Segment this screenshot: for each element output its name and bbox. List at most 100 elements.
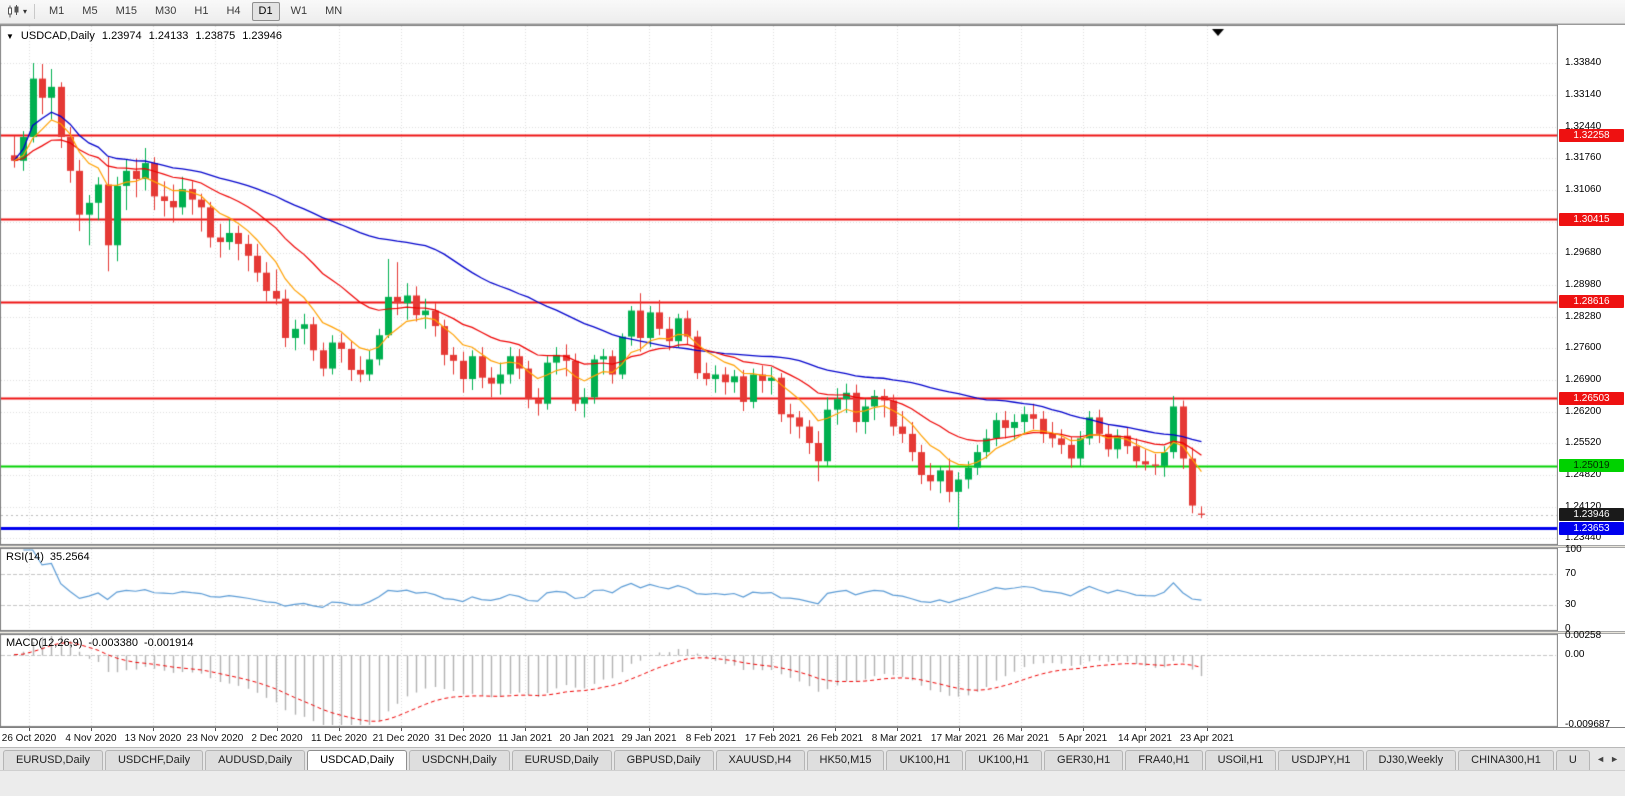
chart-tab-eurusd-daily[interactable]: EURUSD,Daily bbox=[511, 750, 612, 770]
time-tick bbox=[897, 728, 898, 731]
time-tick bbox=[773, 728, 774, 731]
chart-tab-usdjpy-h1[interactable]: USDJPY,H1 bbox=[1278, 750, 1364, 770]
panel-separator[interactable] bbox=[0, 545, 1625, 548]
time-axis-label: 14 Apr 2021 bbox=[1118, 733, 1172, 744]
price-tick-label: 1.25520 bbox=[1565, 436, 1602, 448]
time-tick bbox=[153, 728, 154, 731]
time-tick bbox=[339, 728, 340, 731]
time-tick bbox=[29, 728, 30, 731]
time-axis-label: 26 Feb 2021 bbox=[806, 733, 864, 744]
chart-tab-u[interactable]: U bbox=[1555, 750, 1590, 770]
rsi-level-label: 70 bbox=[1565, 567, 1577, 579]
ohlc-low: 1.23875 bbox=[195, 30, 236, 42]
price-tick-label: 1.24820 bbox=[1565, 468, 1602, 480]
time-tick bbox=[1207, 728, 1208, 731]
timeframe-button-d1[interactable]: D1 bbox=[251, 2, 280, 21]
panel-separator[interactable] bbox=[0, 631, 1625, 634]
chart-window: ▼ USDCAD,Daily 1.23974 1.24133 1.23875 1… bbox=[0, 24, 1625, 748]
chart-tab-audusd-daily[interactable]: AUDUSD,Daily bbox=[205, 750, 306, 770]
candlestick-chart-icon[interactable] bbox=[6, 4, 21, 19]
timeframe-button-m30[interactable]: M30 bbox=[154, 5, 177, 17]
macd-name: MACD(12,26,9) bbox=[6, 637, 83, 649]
time-tick bbox=[649, 728, 650, 731]
price-tick-label: 1.27600 bbox=[1565, 342, 1602, 354]
price-tick-label: 1.33140 bbox=[1565, 89, 1602, 101]
macd-indicator-canvas[interactable] bbox=[0, 634, 1558, 727]
time-tick bbox=[401, 728, 402, 731]
macd-level-label: -0.009687 bbox=[1565, 719, 1611, 730]
rsi-level-label: 0 bbox=[1565, 623, 1571, 634]
status-bar bbox=[0, 770, 1625, 796]
tab-scroll-buttons: ◄ ► bbox=[1596, 754, 1622, 770]
timeframe-button-w1[interactable]: W1 bbox=[290, 5, 308, 17]
timeframe-button-m1[interactable]: M1 bbox=[49, 5, 65, 17]
rsi-value: 35.2564 bbox=[49, 551, 90, 563]
timeframe-button-h4[interactable]: H4 bbox=[226, 5, 241, 17]
price-scale[interactable]: 1.338401.331401.324401.317601.310601.303… bbox=[1558, 25, 1625, 730]
chart-tab-xauusd-h4[interactable]: XAUUSD,H4 bbox=[715, 750, 805, 770]
price-tick-label: 1.28980 bbox=[1565, 279, 1602, 290]
chart-tab-uk100-h1[interactable]: UK100,H1 bbox=[965, 750, 1043, 770]
chart-tab-uk100-h1[interactable]: UK100,H1 bbox=[886, 750, 964, 770]
timeframe-button-mn[interactable]: MN bbox=[325, 5, 343, 17]
toolbar: ▾ M1 M5 M15 M30 H1 H4 D1 W1 MN bbox=[0, 0, 1625, 24]
time-axis-label: 11 Jan 2021 bbox=[497, 733, 553, 744]
time-axis-label: 23 Apr 2021 bbox=[1180, 733, 1234, 744]
dropdown-caret-icon[interactable]: ▾ bbox=[23, 7, 28, 16]
price-tick-label: 1.31060 bbox=[1565, 184, 1602, 196]
chart-tab-eurusd-daily[interactable]: EURUSD,Daily bbox=[3, 750, 103, 770]
resistance-price-tag: 1.28616 bbox=[1559, 295, 1624, 309]
support-price-tag: 1.25019 bbox=[1559, 459, 1624, 473]
time-tick bbox=[91, 728, 92, 731]
chart-tab-usdcnh-daily[interactable]: USDCNH,Daily bbox=[409, 750, 510, 770]
time-tick bbox=[959, 728, 960, 731]
price-chart-canvas[interactable] bbox=[0, 25, 1558, 545]
chart-tab-usoil-h1[interactable]: USOil,H1 bbox=[1204, 750, 1277, 770]
macd-level-label: 0.00 bbox=[1565, 648, 1585, 660]
chart-tab-fra40-h1[interactable]: FRA40,H1 bbox=[1125, 750, 1203, 770]
chart-tab-usdcad-daily[interactable]: USDCAD,Daily bbox=[307, 750, 408, 770]
chart-tab-china300-h1[interactable]: CHINA300,H1 bbox=[1458, 750, 1554, 770]
chart-tab-usdchf-daily[interactable]: USDCHF,Daily bbox=[104, 750, 204, 770]
time-tick bbox=[463, 728, 464, 731]
time-axis-label: 13 Nov 2020 bbox=[124, 733, 182, 744]
price-tick-label: 1.33840 bbox=[1565, 57, 1602, 69]
time-axis-label: 17 Feb 2021 bbox=[744, 733, 802, 744]
chart-tab-dj30-weekly[interactable]: DJ30,Weekly bbox=[1365, 750, 1457, 770]
time-tick bbox=[215, 728, 216, 731]
timeframe-button-m15[interactable]: M15 bbox=[115, 5, 137, 17]
macd-main-value: -0.003380 bbox=[88, 637, 138, 649]
tab-scroll-left-button[interactable]: ◄ bbox=[1596, 754, 1606, 764]
timeframe-button-m5[interactable]: M5 bbox=[82, 5, 98, 17]
chart-tab-ger30-h1[interactable]: GER30,H1 bbox=[1044, 750, 1124, 770]
chart-tab-hk50-m15[interactable]: HK50,M15 bbox=[806, 750, 885, 770]
price-tick-label: 1.32440 bbox=[1565, 121, 1602, 132]
time-axis-label: 29 Jan 2021 bbox=[621, 733, 677, 744]
timeframe-button-h1[interactable]: H1 bbox=[194, 5, 209, 17]
one-click-trading-toggle[interactable]: ▼ bbox=[6, 31, 14, 41]
chart-tabs-bar: EURUSD,Daily USDCHF,Daily AUDUSD,Daily USDC… bbox=[0, 747, 1625, 770]
rsi-indicator-canvas[interactable] bbox=[0, 548, 1558, 631]
time-axis-label: 5 Apr 2021 bbox=[1058, 733, 1108, 744]
chart-tab-gbpusd-daily[interactable]: GBPUSD,Daily bbox=[613, 750, 714, 770]
chart-symbol-label: USDCAD,Daily bbox=[20, 30, 95, 42]
ohlc-close: 1.23946 bbox=[242, 30, 282, 42]
price-tick-label: 1.26200 bbox=[1565, 405, 1602, 417]
time-axis[interactable]: 26 Oct 2020 4 Nov 2020 13 Nov 2020 23 Nov 2… bbox=[0, 727, 1625, 748]
toolbar-divider bbox=[34, 4, 36, 19]
time-axis-label: 8 Feb 2021 bbox=[685, 733, 737, 744]
tab-scroll-right-button[interactable]: ► bbox=[1610, 754, 1619, 764]
time-axis-label: 8 Mar 2021 bbox=[871, 733, 923, 744]
price-tick-label: 1.24120 bbox=[1565, 500, 1602, 512]
time-axis-label: 26 Mar 2021 bbox=[992, 733, 1050, 744]
time-tick bbox=[835, 728, 836, 731]
time-axis-label: 11 Dec 2020 bbox=[311, 733, 367, 744]
price-tick-label: 1.26900 bbox=[1565, 373, 1602, 385]
time-tick bbox=[587, 728, 588, 731]
resistance-price-tag: 1.30415 bbox=[1559, 212, 1624, 226]
time-axis-label: 4 Nov 2020 bbox=[65, 733, 117, 744]
price-tick-label: 1.29680 bbox=[1565, 247, 1602, 259]
rsi-level-label: 100 bbox=[1565, 544, 1582, 555]
macd-level-label: 0.00258 bbox=[1565, 630, 1602, 641]
rsi-level-label: 30 bbox=[1565, 599, 1577, 611]
